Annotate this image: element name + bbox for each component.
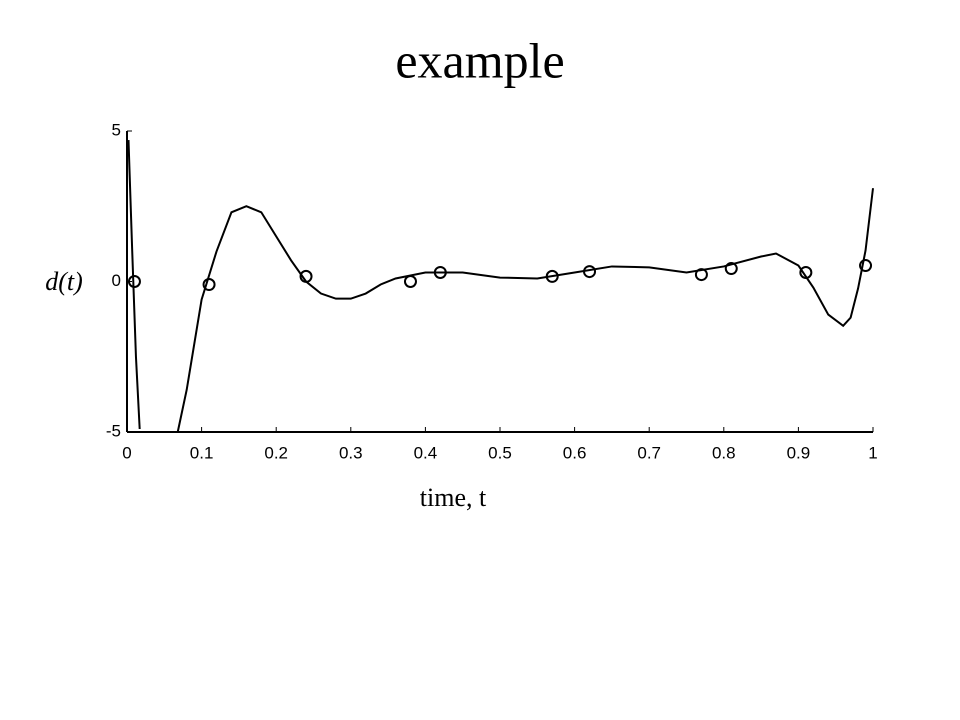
- y-tick-label: -5: [106, 421, 121, 440]
- marker: [202, 278, 216, 292]
- marker: [724, 262, 738, 276]
- marker: [859, 259, 873, 273]
- marker: [583, 265, 597, 279]
- x-tick-label: 0.8: [712, 443, 736, 462]
- x-tick-label: 1: [868, 443, 877, 462]
- marker: [694, 268, 708, 282]
- y-tick-label: 5: [112, 120, 121, 139]
- marker: [403, 275, 417, 288]
- marker: [299, 269, 313, 283]
- x-tick-label: 0.1: [190, 443, 214, 462]
- x-tick-label: 0.7: [637, 443, 661, 462]
- marker: [545, 269, 559, 283]
- marker: [127, 275, 141, 288]
- x-axis-label: time, t: [420, 483, 487, 512]
- x-tick-label: 0.2: [264, 443, 288, 462]
- x-tick-label: 0.5: [488, 443, 512, 462]
- x-tick-label: 0.9: [787, 443, 811, 462]
- x-tick-label: 0: [122, 443, 131, 462]
- y-tick-label: 0: [112, 271, 121, 290]
- marker: [799, 265, 813, 279]
- chart-title: example: [395, 32, 564, 88]
- x-tick-label: 0.6: [563, 443, 587, 462]
- x-tick-label: 0.3: [339, 443, 363, 462]
- curve: [127, 139, 874, 433]
- marker: [433, 265, 447, 279]
- y-axis-label: d(t): [45, 267, 83, 296]
- x-tick-label: 0.4: [414, 443, 438, 462]
